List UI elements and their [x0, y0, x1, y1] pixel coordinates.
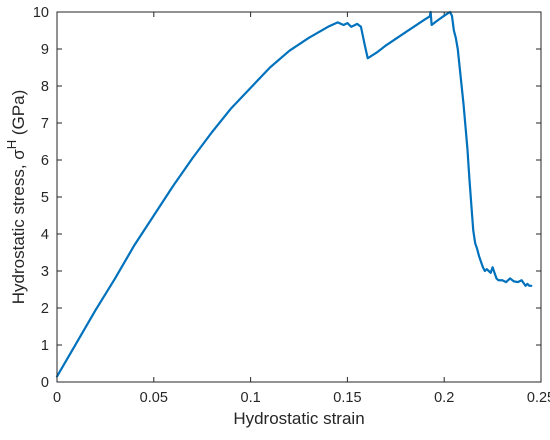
x-tick-labels: 0 0.05 0.1 0.15 0.2 0.25 [53, 390, 550, 406]
y-tick-label: 7 [41, 116, 49, 132]
x-tick-label: 0.25 [527, 390, 550, 406]
y-tick-label: 3 [41, 264, 49, 280]
y-axis-label-superscript: H [4, 140, 19, 149]
y-tick-label: 5 [41, 190, 49, 206]
stress-strain-line [55, 10, 533, 378]
x-axis-label: Hydrostatic strain [233, 409, 364, 428]
y-tick-label: 6 [41, 153, 49, 169]
y-tick-label: 4 [41, 227, 49, 243]
y-tick-label: 2 [41, 301, 49, 317]
y-tick-label: 9 [41, 42, 49, 58]
y-axis-label-main: Hydrostatic stress, σ [9, 149, 28, 305]
y-tick-label: 10 [33, 5, 49, 21]
y-axis-label: Hydrostatic stress, σH (GPa) [4, 90, 28, 304]
x-tick-label: 0 [53, 390, 61, 406]
x-tick-label: 0.15 [333, 390, 361, 406]
x-tick-label: 0.05 [140, 390, 168, 406]
plot-frame [56, 11, 542, 383]
x-tick-label: 0.1 [241, 390, 261, 406]
x-tick-label: 0.2 [434, 390, 454, 406]
y-tick-label: 0 [41, 375, 49, 391]
y-tick-label: 8 [41, 79, 49, 95]
plot-area [57, 12, 541, 382]
y-tick-label: 1 [41, 338, 49, 354]
y-tick-labels: 0 1 2 3 4 5 6 7 8 9 10 [33, 5, 49, 391]
y-axis-label-unit: (GPa) [9, 90, 28, 140]
